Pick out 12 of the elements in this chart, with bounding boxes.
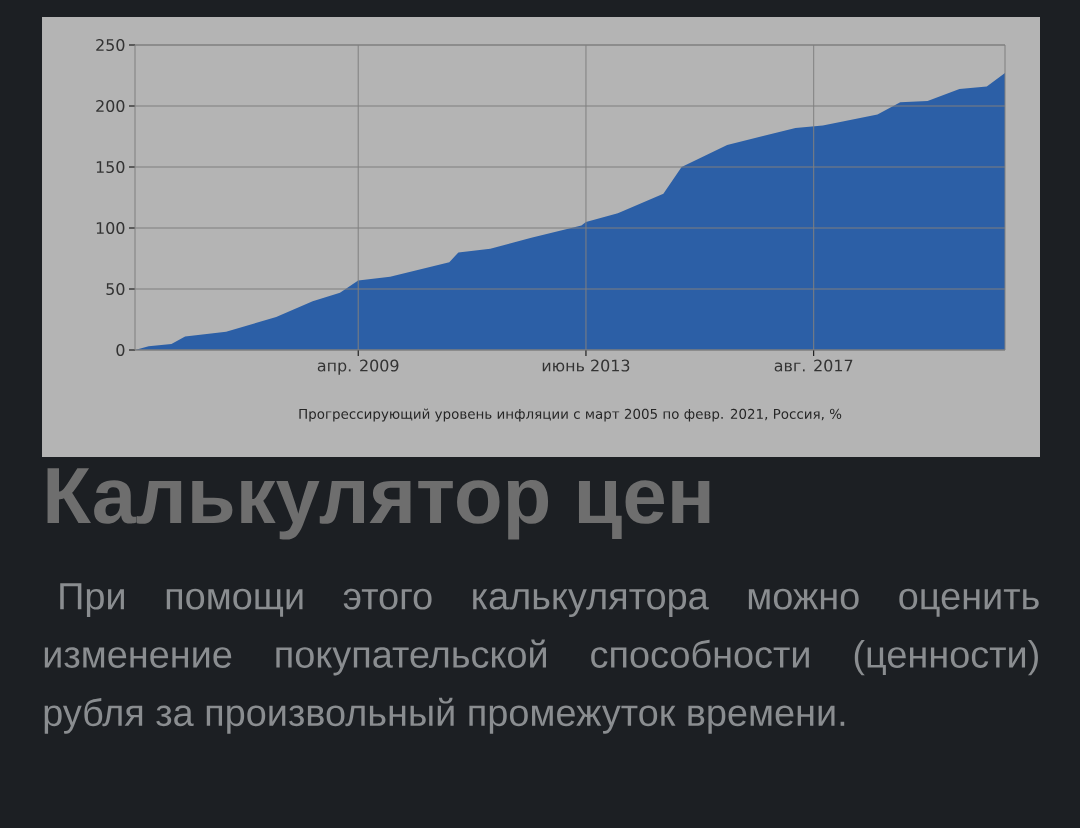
text: Калькулятор цен xyxy=(47,468,710,540)
x-tick-label: авг. 2017 xyxy=(774,359,853,372)
text: При помощи этого калькулятора можно оценить изменение покупательской способности (ценности) рубля за произвольный промежуток времени. xyxy=(44,583,1039,734)
x-tick-label: июнь 2013 xyxy=(542,359,630,372)
y-tick-label: 0 xyxy=(116,343,125,357)
y-tick-label: 200 xyxy=(96,99,125,113)
y-tick-label: 100 xyxy=(96,221,125,235)
x-tick-label: апр. 2009 xyxy=(317,359,399,375)
y-tick-label: 250 xyxy=(96,38,125,52)
text: Прогрессирующий уровень инфляции с март 2005 по февр. 2021, Россия, % xyxy=(299,408,842,422)
y-tick-label: 150 xyxy=(96,160,125,174)
y-tick-label: 50 xyxy=(106,282,125,296)
